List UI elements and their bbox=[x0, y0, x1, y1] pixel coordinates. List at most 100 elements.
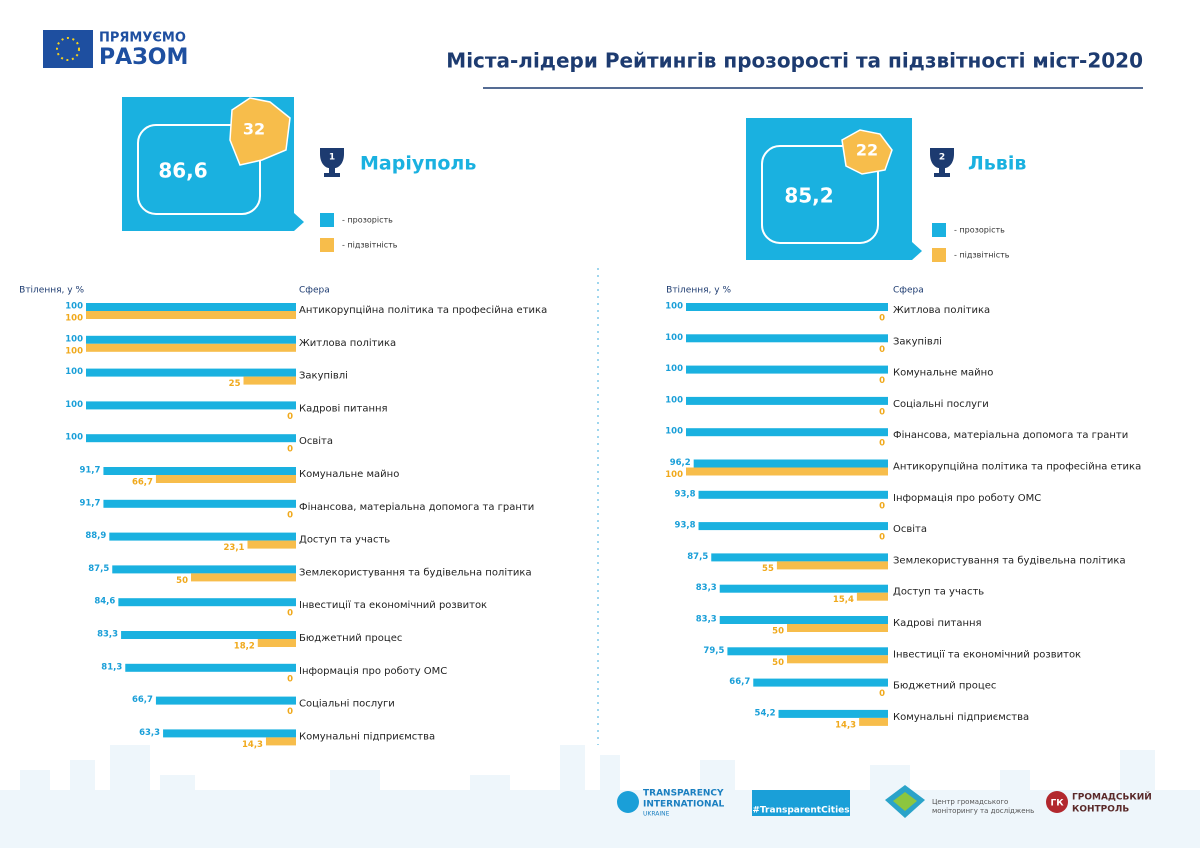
value-label: 50 bbox=[772, 627, 784, 637]
hashtag-box bbox=[752, 790, 850, 816]
value-label: 100 bbox=[665, 364, 683, 374]
bar bbox=[243, 376, 296, 385]
category-label: Комунальне майно bbox=[299, 469, 399, 480]
value-label: 25 bbox=[229, 379, 241, 389]
legend-swatch bbox=[932, 223, 946, 237]
bar bbox=[155, 696, 296, 705]
value-label: 15,4 bbox=[833, 595, 854, 605]
accountability-score: 32 bbox=[243, 120, 265, 139]
ti-text: TRANSPARENCY bbox=[643, 789, 724, 799]
bar bbox=[727, 647, 888, 656]
city-outline bbox=[137, 124, 261, 215]
bar bbox=[693, 459, 888, 468]
category-label: Закупівлі bbox=[893, 335, 942, 347]
value-label: 100 bbox=[65, 433, 83, 443]
bar bbox=[686, 428, 888, 437]
transparency-score: 86,6 bbox=[158, 159, 207, 183]
bar bbox=[719, 616, 888, 624]
value-label: 0 bbox=[287, 412, 293, 422]
bar bbox=[155, 475, 296, 483]
legend-label: - прозорість bbox=[954, 226, 1005, 235]
value-label: 0 bbox=[879, 376, 885, 386]
bar bbox=[711, 553, 888, 562]
bar bbox=[86, 401, 296, 410]
ti-text: UKRAINE bbox=[643, 811, 670, 818]
bar bbox=[163, 729, 296, 738]
bar bbox=[719, 584, 888, 593]
category-label: Інвестиції та економічний розвиток bbox=[893, 648, 1081, 660]
category-label: Соціальні послуги bbox=[893, 398, 989, 410]
legend-label: - підзвітність bbox=[954, 251, 1010, 260]
x-axis-label: Втілення, у % bbox=[19, 286, 84, 296]
value-label: 83,3 bbox=[696, 615, 717, 625]
bar bbox=[109, 532, 296, 541]
category-label: Антикорупційна політика та професійна ет… bbox=[893, 461, 1141, 473]
value-label: 87,5 bbox=[687, 552, 708, 562]
rank: 2 bbox=[939, 153, 945, 163]
category-label: Закупівлі bbox=[299, 370, 348, 382]
value-label: 50 bbox=[772, 658, 784, 668]
value-label: 55 bbox=[762, 564, 774, 574]
bar bbox=[698, 490, 888, 499]
category-label: Антикорупційна політика та професійна ет… bbox=[299, 304, 547, 316]
category-label: Доступ та участь bbox=[893, 587, 984, 598]
category-header: Сфера bbox=[893, 286, 924, 296]
value-label: 100 bbox=[665, 470, 683, 480]
district-shape bbox=[841, 129, 893, 175]
bar bbox=[686, 303, 888, 311]
value-label: 87,5 bbox=[88, 564, 109, 574]
value-label: 0 bbox=[879, 407, 885, 417]
legend-label: - підзвітність bbox=[342, 241, 398, 250]
category-label: Комунальні підприємства bbox=[299, 730, 435, 742]
ti-text: INTERNATIONAL bbox=[643, 800, 725, 810]
value-label: 50 bbox=[176, 576, 188, 586]
bar bbox=[698, 522, 888, 531]
bar bbox=[86, 368, 296, 377]
value-label: 84,6 bbox=[94, 597, 115, 607]
bar bbox=[753, 678, 888, 687]
value-label: 83,3 bbox=[97, 630, 118, 640]
value-label: 93,8 bbox=[675, 521, 696, 531]
gk-text: ГРОМАДСЬКИЙ bbox=[1072, 791, 1152, 803]
value-label: 100 bbox=[665, 427, 683, 437]
value-label: 100 bbox=[665, 333, 683, 343]
category-label: Бюджетний процес bbox=[893, 681, 996, 692]
bar bbox=[787, 624, 888, 632]
value-label: 93,8 bbox=[675, 489, 696, 499]
map-pointer bbox=[912, 242, 922, 260]
category-label: Фінансова, матеріальна допомога та грант… bbox=[893, 429, 1128, 441]
ti-icon bbox=[617, 791, 639, 813]
category-label: Кадрові питання bbox=[299, 402, 388, 414]
bar bbox=[859, 717, 888, 726]
value-label: 0 bbox=[879, 439, 885, 449]
bar bbox=[86, 311, 296, 319]
category-label: Доступ та участь bbox=[299, 535, 390, 546]
value-label: 0 bbox=[879, 533, 885, 543]
category-label: Кадрові питання bbox=[893, 617, 982, 629]
value-label: 79,5 bbox=[703, 646, 724, 656]
category-label: Освіта bbox=[893, 523, 927, 535]
map-pointer bbox=[294, 213, 304, 231]
gk-icon bbox=[1046, 791, 1068, 813]
value-label: 100 bbox=[65, 314, 83, 324]
center-text: Центр громадського bbox=[932, 798, 1008, 806]
category-label: Освіта bbox=[299, 435, 333, 447]
category-label: Комунальні підприємства bbox=[893, 711, 1029, 723]
value-label: 63,3 bbox=[139, 728, 160, 738]
logo-top: ПРЯМУЄМО bbox=[99, 31, 186, 46]
value-label: 88,9 bbox=[85, 531, 106, 541]
district-shape bbox=[229, 97, 291, 166]
value-label: 0 bbox=[879, 314, 885, 324]
bar bbox=[103, 467, 297, 475]
category-header: Сфера bbox=[299, 286, 330, 296]
trophy bbox=[930, 148, 954, 177]
bar bbox=[247, 540, 296, 549]
category-label: Житлова політика bbox=[299, 337, 396, 349]
rank: 1 bbox=[329, 153, 335, 163]
value-label: 14,3 bbox=[242, 740, 263, 750]
value-label: 0 bbox=[287, 609, 293, 619]
gk-text: КОНТРОЛЬ bbox=[1072, 805, 1129, 815]
bar bbox=[778, 709, 888, 718]
value-label: 18,2 bbox=[234, 642, 255, 652]
